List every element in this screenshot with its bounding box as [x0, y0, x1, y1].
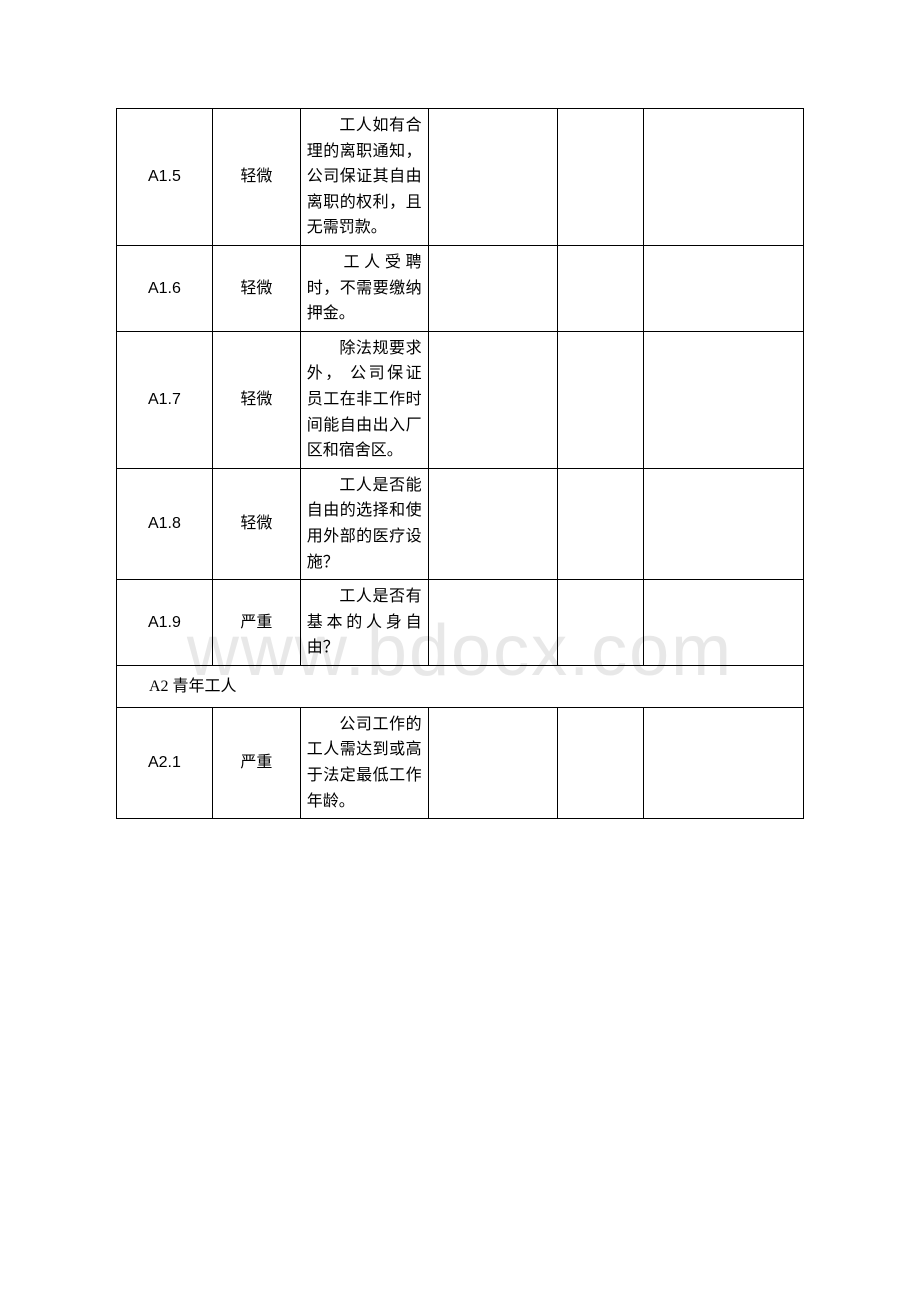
row-id: A1.6 [117, 245, 213, 331]
row-empty-3 [644, 468, 804, 579]
row-severity: 严重 [212, 580, 300, 666]
row-description: 工人如有合理的离职通知，公司保证其自由离职的权利，且无需罚款。 [300, 109, 428, 246]
table-row: A1.7 轻微 除法规要求外， 公司保证员工在非工作时间能自由出入厂区和宿舍区。 [117, 331, 804, 468]
row-description: 工人是否能自由的选择和使用外部的医疗设施？ [300, 468, 428, 579]
row-severity: 轻微 [212, 109, 300, 246]
row-id: A1.9 [117, 580, 213, 666]
row-empty-1 [428, 331, 558, 468]
row-description: 工人是否有基本的人身自由？ [300, 580, 428, 666]
row-id: A1.5 [117, 109, 213, 246]
row-id: A1.7 [117, 331, 213, 468]
row-empty-1 [428, 707, 558, 818]
table-row: A2.1 严重 公司工作的工人需达到或高于法定最低工作年龄。 [117, 707, 804, 818]
row-empty-3 [644, 580, 804, 666]
table-row: A1.5 轻微 工人如有合理的离职通知，公司保证其自由离职的权利，且无需罚款。 [117, 109, 804, 246]
row-empty-1 [428, 109, 558, 246]
row-description: 公司工作的工人需达到或高于法定最低工作年龄。 [300, 707, 428, 818]
description-text: 公司工作的工人需达到或高于法定最低工作年龄。 [307, 716, 422, 810]
row-empty-2 [558, 331, 644, 468]
row-empty-3 [644, 109, 804, 246]
row-severity: 轻微 [212, 331, 300, 468]
table-row: A1.9 严重 工人是否有基本的人身自由？ [117, 580, 804, 666]
row-severity: 严重 [212, 707, 300, 818]
description-text: 除法规要求外， 公司保证员工在非工作时间能自由出入厂区和宿舍区。 [307, 340, 422, 459]
row-empty-2 [558, 580, 644, 666]
row-severity: 轻微 [212, 245, 300, 331]
row-id: A1.8 [117, 468, 213, 579]
audit-checklist-table: A1.5 轻微 工人如有合理的离职通知，公司保证其自由离职的权利，且无需罚款。 … [116, 108, 804, 819]
section-header: A2 青年工人 [117, 665, 804, 707]
row-id: A2.1 [117, 707, 213, 818]
section-header-row: A2 青年工人 [117, 665, 804, 707]
row-empty-3 [644, 707, 804, 818]
description-text: 工人如有合理的离职通知，公司保证其自由离职的权利，且无需罚款。 [307, 117, 422, 236]
row-empty-2 [558, 109, 644, 246]
description-text: 工人是否能自由的选择和使用外部的医疗设施？ [307, 477, 422, 571]
row-empty-2 [558, 468, 644, 579]
row-empty-2 [558, 707, 644, 818]
row-empty-1 [428, 580, 558, 666]
table-row: A1.6 轻微 工人受聘时，不需要缴纳押金。 [117, 245, 804, 331]
description-text: 工人受聘时，不需要缴纳押金。 [307, 254, 422, 322]
row-severity: 轻微 [212, 468, 300, 579]
row-empty-3 [644, 331, 804, 468]
row-description: 工人受聘时，不需要缴纳押金。 [300, 245, 428, 331]
row-empty-1 [428, 245, 558, 331]
table-row: A1.8 轻微 工人是否能自由的选择和使用外部的医疗设施？ [117, 468, 804, 579]
description-text: 工人是否有基本的人身自由？ [307, 588, 422, 656]
row-description: 除法规要求外， 公司保证员工在非工作时间能自由出入厂区和宿舍区。 [300, 331, 428, 468]
row-empty-1 [428, 468, 558, 579]
row-empty-3 [644, 245, 804, 331]
row-empty-2 [558, 245, 644, 331]
